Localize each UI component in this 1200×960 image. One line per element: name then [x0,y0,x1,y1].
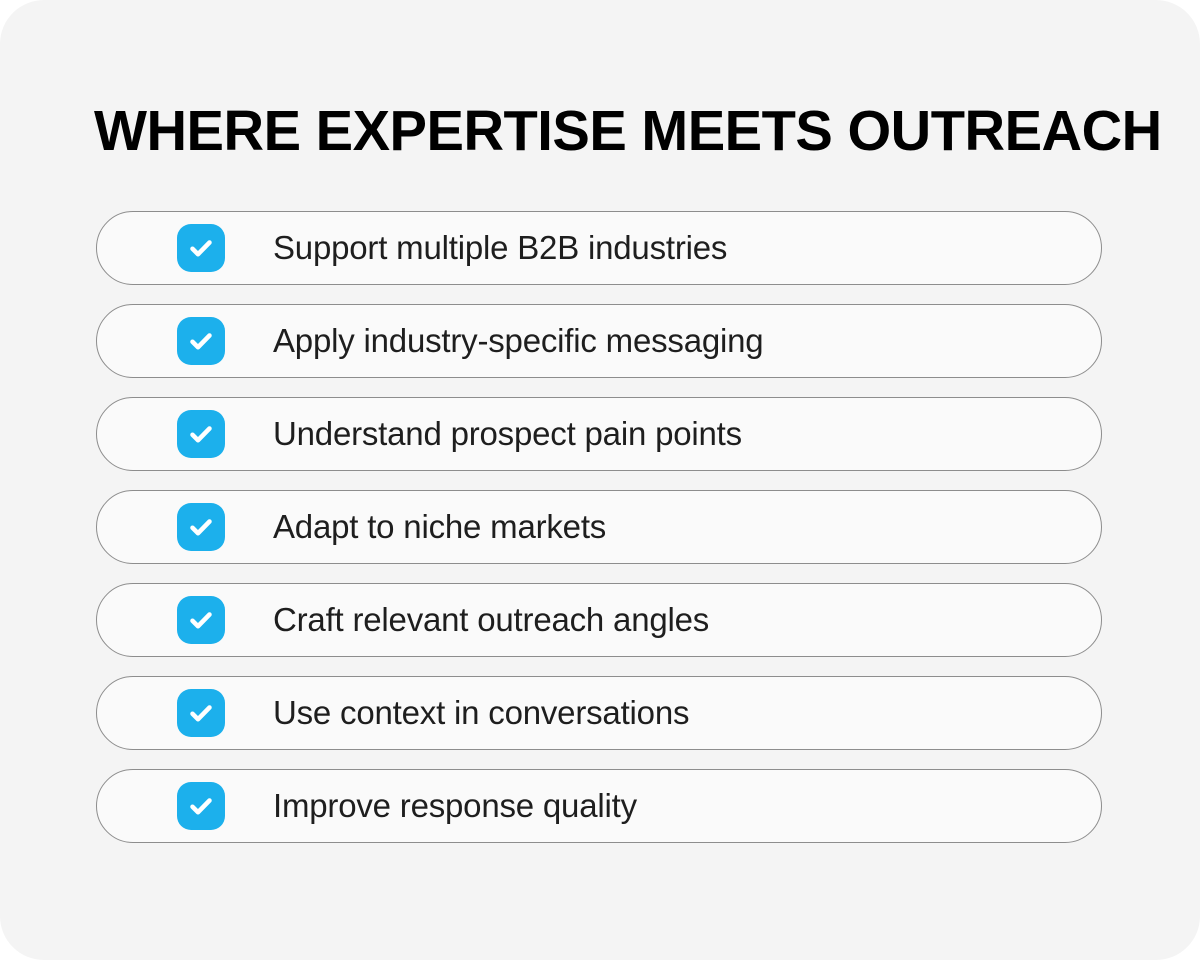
list-item-label: Improve response quality [273,787,637,824]
check-icon [177,224,225,272]
list-item[interactable]: Adapt to niche markets [96,490,1102,564]
check-icon [177,410,225,458]
list-item[interactable]: Apply industry-specific messaging [96,304,1102,378]
check-icon [177,689,225,737]
list-item[interactable]: Improve response quality [96,769,1102,843]
page-title: WHERE EXPERTISE MEETS OUTREACH [94,99,1162,163]
list-item-label: Adapt to niche markets [273,508,607,545]
list-item[interactable]: Support multiple B2B industries [96,211,1102,285]
check-icon [177,503,225,551]
list-item[interactable]: Understand prospect pain points [96,397,1102,471]
list-item-label: Support multiple B2B industries [273,229,728,266]
check-icon [177,317,225,365]
list-item[interactable]: Use context in conversations [96,676,1102,750]
list-item[interactable]: Craft relevant outreach angles [96,583,1102,657]
check-icon [177,596,225,644]
checklist: Support multiple B2B industries Apply in… [96,211,1102,843]
list-item-label: Apply industry-specific messaging [273,322,764,359]
list-item-label: Understand prospect pain points [273,415,742,452]
list-item-label: Craft relevant outreach angles [273,601,710,638]
list-item-label: Use context in conversations [273,694,690,731]
check-icon [177,782,225,830]
